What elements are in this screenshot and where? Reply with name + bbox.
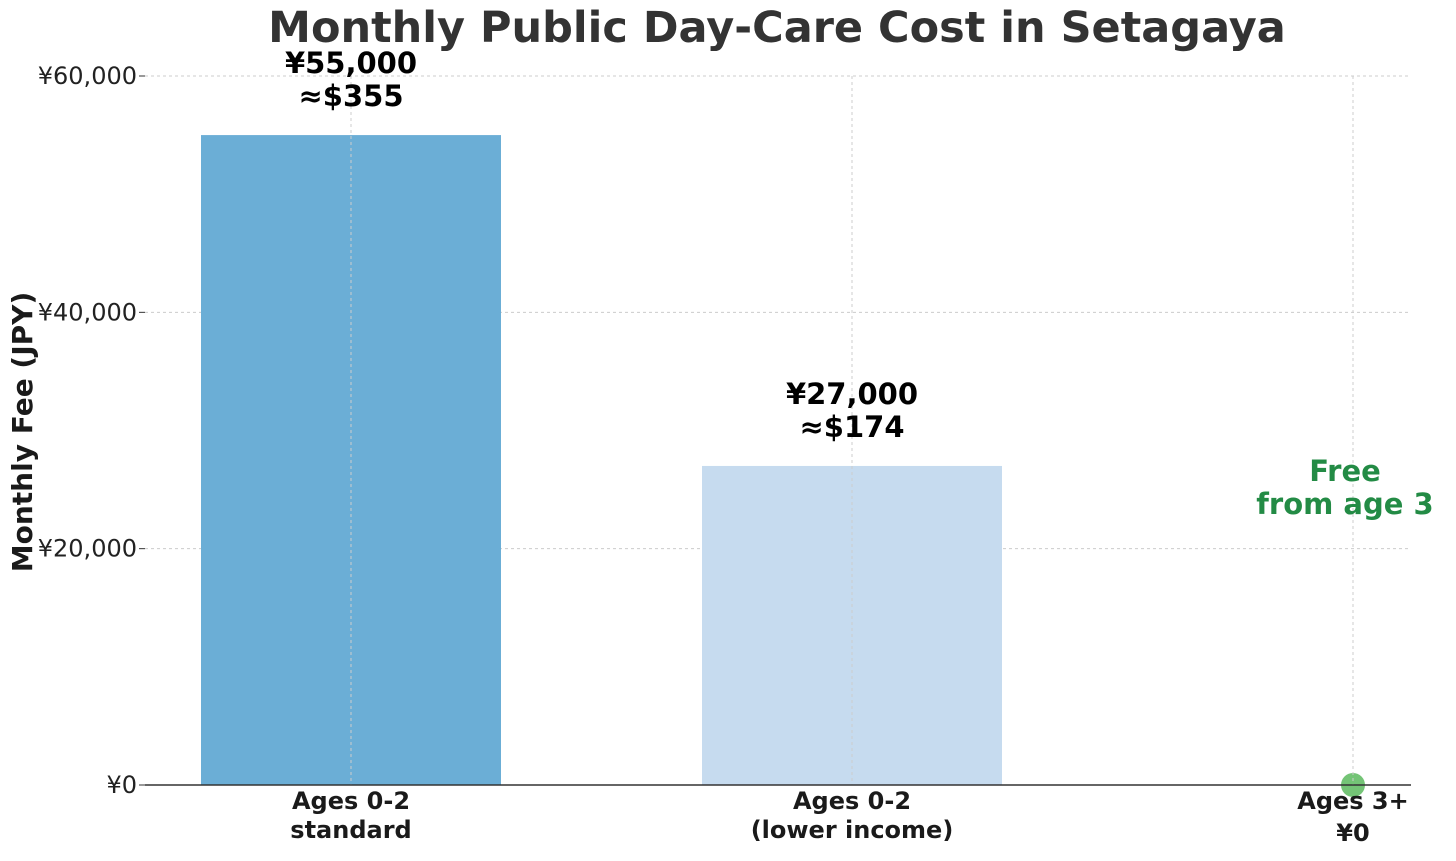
x-tick-label: Ages 0-2 [292, 787, 410, 815]
x-tick-label: Ages 3+ [1297, 787, 1408, 815]
free-annotation: from age 3 [1256, 487, 1433, 521]
x-tick-label: Ages 0-2 [793, 787, 911, 815]
y-axis-label: Monthly Fee (JPY) [6, 292, 39, 572]
y-tick-label: ¥20,000 [38, 535, 137, 563]
data-label: ≈$174 [799, 410, 904, 444]
data-label: ≈$355 [298, 79, 403, 113]
x-tick-label: (lower income) [751, 816, 954, 844]
data-label: ¥27,000 [786, 377, 918, 411]
axes-layer [139, 75, 1411, 786]
bars-layer [201, 76, 1365, 797]
y-tick-label: ¥40,000 [38, 298, 137, 326]
chart-title: Monthly Public Day-Care Cost in Setagaya [268, 3, 1286, 53]
x-tick-label: standard [290, 816, 411, 844]
data-label: ¥55,000 [285, 46, 417, 80]
y-tick-label: ¥0 [106, 771, 137, 799]
x-tick-label: ¥0 [1336, 819, 1369, 847]
free-annotation: Free [1309, 454, 1381, 488]
y-tick-label: ¥60,000 [38, 62, 137, 90]
